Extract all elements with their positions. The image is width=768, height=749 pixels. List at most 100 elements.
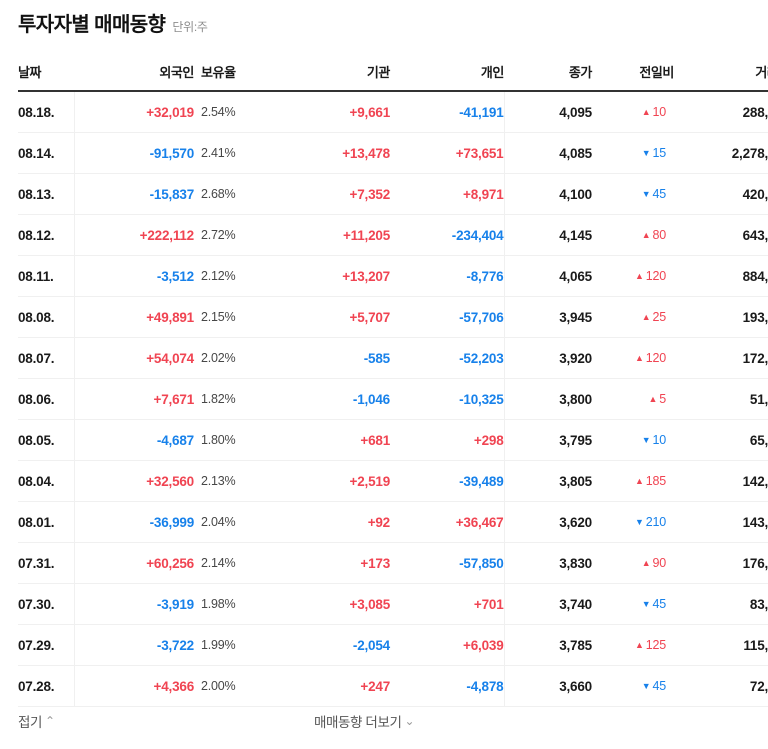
cell-volume: 51,743 (674, 378, 768, 420)
cell-change-value: 80 (652, 228, 666, 242)
investor-trend-table: 날짜 외국인 보유율 기관 개인 종가 전일비 거래량 08.18.+32,01… (18, 62, 768, 707)
cell-individual: +298 (390, 419, 504, 461)
triangle-down-icon: ▼ (641, 599, 651, 609)
unit-label: 단위:주 (172, 20, 208, 34)
cell-change-value: 45 (652, 187, 666, 201)
cell-holding-rate: 2.14% (194, 542, 260, 584)
cell-date: 08.04. (18, 460, 75, 502)
triangle-up-icon: ▲ (641, 230, 651, 240)
table-row: 08.06. +7,671 1.82% -1,046 -10,325 3,800 ▲ 5 51,… (18, 378, 768, 420)
cell-individual: -8,776 (390, 255, 504, 297)
cell-change: ▲ 10 (592, 91, 674, 133)
cell-volume: 2,278,079 (674, 132, 768, 174)
cell-institution: +2,519 (260, 460, 390, 502)
page-title: 투자자별 매매동향 (18, 14, 166, 36)
cell-date: 08.13. (18, 173, 75, 215)
cell-volume: 884,960 (674, 255, 768, 297)
cell-close: 4,145 (503, 214, 592, 256)
cell-holding-rate: 2.12% (194, 255, 260, 297)
cell-individual: +701 (390, 583, 504, 625)
cell-individual: +8,971 (390, 173, 504, 215)
column-header-institution: 기관 (260, 62, 390, 92)
cell-close: 4,095 (503, 91, 592, 133)
cell-volume: 72,100 (674, 665, 768, 707)
cell-institution: +3,085 (260, 583, 390, 625)
cell-volume: 83,161 (674, 583, 768, 625)
cell-foreign: +32,560 (74, 460, 194, 502)
table-row: 07.29. -3,722 1.99% -2,054 +6,039 3,785 ▲ 125 11… (18, 624, 768, 666)
collapse-button[interactable]: 접기 ⌃ (18, 711, 55, 731)
cell-close: 4,085 (503, 132, 592, 174)
triangle-up-icon: ▲ (641, 312, 651, 322)
cell-individual: -52,203 (390, 337, 504, 379)
cell-foreign: +222,112 (74, 214, 194, 256)
cell-holding-rate: 2.72% (194, 214, 260, 256)
cell-change-value: 210 (645, 515, 666, 529)
chevron-down-icon: ⌄ (404, 714, 415, 728)
cell-holding-rate: 2.13% (194, 460, 260, 502)
cell-change-value: 10 (652, 105, 666, 119)
cell-close: 3,920 (503, 337, 592, 379)
cell-foreign: -15,837 (74, 173, 194, 215)
cell-volume: 288,667 (674, 91, 768, 133)
cell-change: ▼ 10 (592, 419, 674, 461)
cell-change: ▲ 90 (592, 542, 674, 584)
table-body: 08.18. +32,019 2.54% +9,661 -41,191 4,095 ▲ 10 2… (18, 91, 768, 707)
triangle-up-icon: ▲ (635, 353, 644, 363)
triangle-up-icon: ▲ (635, 476, 644, 486)
cell-change-value: 185 (645, 474, 666, 488)
cell-volume: 115,924 (674, 624, 768, 666)
chevron-up-icon: ⌃ (45, 714, 55, 728)
cell-individual: -41,191 (390, 91, 504, 133)
more-trend-button[interactable]: 매매동향 더보기 ⌄ (314, 711, 415, 731)
table-row: 07.30.-3,9191.98%+3,085+7013,740▼4583,16… (18, 583, 768, 625)
cell-individual: -57,850 (390, 542, 504, 584)
cell-institution: +5,707 (260, 296, 390, 338)
cell-date: 08.06. (18, 378, 75, 420)
cell-change-value: 45 (652, 597, 666, 611)
table-row: 08.11. -3,512 2.12% +13,207 -8,776 4,065 ▲ 120 8… (18, 255, 768, 297)
cell-institution: +681 (260, 419, 390, 461)
cell-close: 3,740 (503, 583, 592, 625)
cell-foreign: -4,687 (74, 419, 194, 461)
cell-foreign: -3,919 (74, 583, 194, 625)
cell-foreign: -36,999 (74, 501, 194, 543)
cell-volume: 176,074 (674, 542, 768, 584)
table-row: 08.12. +222,112 2.72% +11,205 -234,404 4,145 ▲… (18, 214, 768, 256)
triangle-up-icon: ▲ (635, 640, 644, 650)
cell-close: 3,795 (503, 419, 592, 461)
table-row: 08.08. +49,891 2.15% +5,707 -57,706 3,945 ▲ 25 1… (18, 296, 768, 338)
cell-foreign: +32,019 (74, 91, 194, 133)
cell-change: ▲ 25 (592, 296, 674, 338)
cell-close: 3,800 (503, 378, 592, 420)
cell-foreign: -3,722 (74, 624, 194, 666)
cell-institution: +92 (260, 501, 390, 543)
cell-close: 3,660 (503, 665, 592, 707)
column-header-holding-rate: 보유율 (194, 62, 260, 92)
cell-date: 07.28. (18, 665, 75, 707)
cell-close: 3,805 (503, 460, 592, 502)
table-row: 08.14. -91,570 2.41% +13,478 +73,651 4,085 ▼ 15… (18, 132, 768, 174)
table-row: 07.31. +60,256 2.14% +173 -57,850 3,830 ▲ 90 176… (18, 542, 768, 584)
cell-close: 4,065 (503, 255, 592, 297)
cell-individual: -39,489 (390, 460, 504, 502)
cell-change: ▲ 125 (592, 624, 674, 666)
cell-holding-rate: 2.15% (194, 296, 260, 338)
cell-foreign: -91,570 (74, 132, 194, 174)
cell-change: ▲ 120 (592, 337, 674, 379)
table-row: 08.07. +54,074 2.02% -585 -52,203 3,920 ▲ 120 17… (18, 337, 768, 379)
cell-close: 4,100 (503, 173, 592, 215)
column-header-close: 종가 (504, 62, 592, 92)
cell-date: 08.18. (18, 91, 75, 133)
cell-holding-rate: 2.04% (194, 501, 260, 543)
cell-holding-rate: 2.68% (194, 173, 260, 215)
cell-change: ▼ 15 (592, 132, 674, 174)
cell-holding-rate: 2.00% (194, 665, 260, 707)
cell-institution: +7,352 (260, 173, 390, 215)
cell-change: ▲ 5 (592, 378, 674, 420)
cell-close: 3,620 (503, 501, 592, 543)
column-header-foreign: 외국인 (74, 62, 194, 92)
cell-volume: 643,994 (674, 214, 768, 256)
cell-volume: 143,741 (674, 501, 768, 543)
